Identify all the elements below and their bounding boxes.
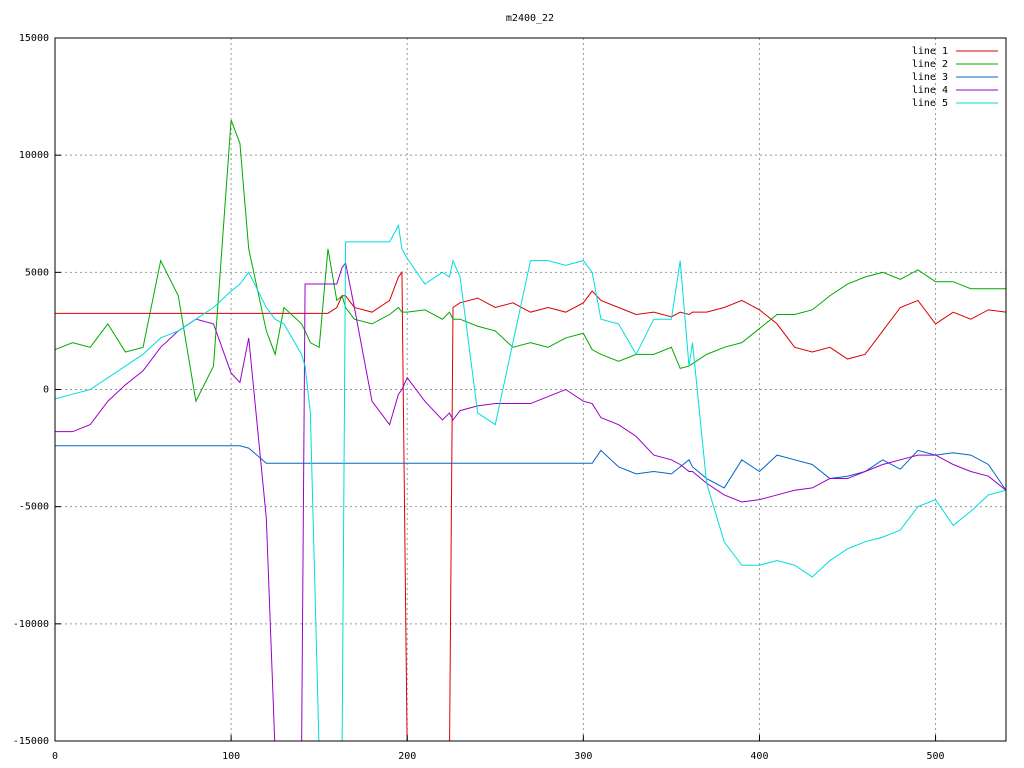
x-tick-label: 100 [222, 751, 240, 762]
x-tick-label: 200 [398, 751, 416, 762]
y-tick-label: -5000 [19, 502, 49, 513]
series-line [55, 445, 1006, 491]
y-tick-label: 5000 [25, 267, 49, 278]
series-line [55, 223, 1006, 741]
y-tick-label: 10000 [19, 150, 49, 161]
series-line [55, 261, 1006, 741]
legend-label: line 4 [912, 85, 948, 96]
x-tick-label: 400 [750, 751, 768, 762]
legend-label: line 1 [912, 46, 948, 57]
legend-label: line 2 [912, 59, 948, 70]
plot-area [55, 119, 1006, 741]
series-line [55, 270, 1006, 741]
y-tick-label: -15000 [13, 736, 49, 747]
legend-label: line 5 [912, 98, 948, 109]
y-tick-label: 0 [43, 385, 49, 396]
x-tick-label: 500 [927, 751, 945, 762]
x-tick-label: 300 [574, 751, 592, 762]
legend: line 1 line 2 line 3 line 4 line 5 [912, 46, 998, 109]
legend-label: line 3 [912, 72, 948, 83]
y-tick-label: -10000 [13, 619, 49, 630]
y-tick-label: 15000 [19, 33, 49, 44]
chart-title: m2400_22 [506, 13, 554, 24]
series-line [55, 119, 1006, 403]
x-tick-label: 0 [52, 751, 58, 762]
